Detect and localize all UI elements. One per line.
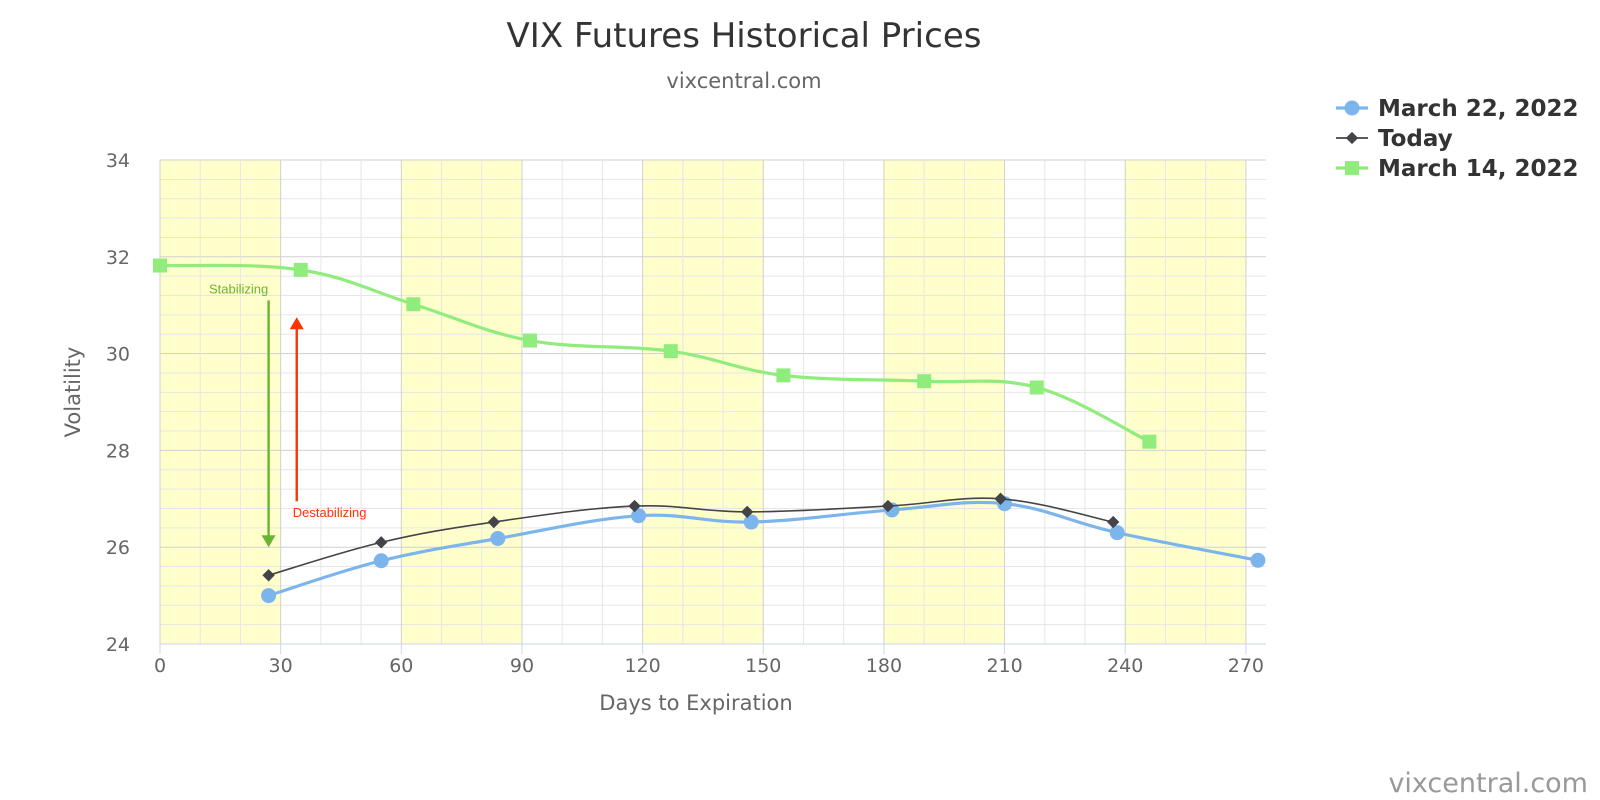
- y-tick-label: 30: [106, 344, 130, 366]
- data-point[interactable]: [631, 508, 647, 524]
- legend-marker[interactable]: [1344, 100, 1360, 116]
- x-band: [642, 160, 764, 644]
- legend-label: Today: [1378, 126, 1453, 152]
- legend-label: March 14, 2022: [1378, 156, 1579, 182]
- chart-credit[interactable]: vixcentral.com: [1388, 768, 1588, 799]
- annotation-label: Stabilizing: [209, 281, 268, 296]
- x-band: [883, 160, 1005, 644]
- data-point[interactable]: [663, 344, 678, 359]
- annotation-arrowhead: [261, 535, 276, 548]
- x-band: [160, 160, 281, 644]
- x-band: [1125, 160, 1246, 644]
- annotation-1: Destabilizing: [289, 317, 367, 520]
- annotation-layer: Stabilizing Destabilizing: [209, 281, 367, 548]
- legend-marker[interactable]: [1345, 131, 1359, 145]
- data-point[interactable]: [373, 553, 389, 569]
- data-point[interactable]: [1106, 515, 1120, 529]
- grid-layer: [159, 159, 1266, 645]
- y-tick-label: 28: [106, 440, 130, 462]
- legend-label: March 22, 2022: [1378, 96, 1579, 122]
- legend[interactable]: March 22, 2022 Today March 14, 2022: [1336, 96, 1579, 182]
- band-layer: [160, 160, 1246, 644]
- data-point[interactable]: [523, 333, 538, 348]
- series-1: [262, 492, 1120, 582]
- data-point[interactable]: [881, 499, 895, 513]
- x-tick-label: 180: [866, 655, 902, 677]
- data-point[interactable]: [1250, 552, 1266, 568]
- legend-item-2[interactable]: March 14, 2022: [1336, 156, 1579, 182]
- annotation-arrowhead: [289, 317, 304, 330]
- data-point[interactable]: [1109, 525, 1125, 541]
- data-point[interactable]: [994, 492, 1007, 505]
- x-tick-label: 60: [389, 655, 413, 677]
- x-tick-label: 120: [624, 655, 660, 677]
- series-2: [153, 258, 1157, 449]
- data-point[interactable]: [262, 569, 275, 582]
- x-tick-label: 150: [745, 655, 781, 677]
- annotation-label: Destabilizing: [293, 505, 367, 520]
- y-axis-title: Volatility: [61, 347, 85, 438]
- x-tick-label: 270: [1228, 655, 1264, 677]
- legend-marker[interactable]: [1345, 161, 1359, 175]
- series-line[interactable]: [268, 497, 1114, 577]
- data-point[interactable]: [743, 514, 759, 530]
- x-tick-label: 210: [986, 655, 1022, 677]
- chart-title: VIX Futures Historical Prices: [507, 16, 982, 56]
- data-point[interactable]: [741, 505, 754, 519]
- data-point[interactable]: [776, 368, 791, 383]
- data-point[interactable]: [917, 374, 932, 389]
- series-layer: [153, 258, 1266, 604]
- x-tick-label: 90: [510, 655, 534, 677]
- y-tick-label: 32: [106, 247, 130, 269]
- y-tick-label: 24: [106, 634, 130, 656]
- data-point[interactable]: [375, 536, 388, 549]
- data-point[interactable]: [1029, 380, 1044, 395]
- data-point[interactable]: [293, 262, 308, 277]
- y-tick-label: 34: [106, 150, 130, 172]
- x-axis-title: Days to Expiration: [599, 691, 792, 715]
- y-tick-label: 26: [106, 537, 130, 559]
- data-point[interactable]: [490, 530, 506, 546]
- x-tick-label: 240: [1107, 655, 1143, 677]
- x-tick-label: 0: [154, 655, 166, 677]
- legend-item-1[interactable]: Today: [1336, 126, 1453, 152]
- data-point[interactable]: [487, 515, 500, 529]
- data-point[interactable]: [406, 297, 421, 312]
- x-band: [401, 160, 522, 644]
- legend-item-0[interactable]: March 22, 2022: [1336, 96, 1579, 122]
- axis-layer: 0 30 60 90 120 150 180 210 240 270 24 26 28 30 32 34: [106, 150, 1266, 677]
- data-point[interactable]: [153, 258, 167, 273]
- chart-subtitle: vixcentral.com: [666, 69, 821, 93]
- annotation-0: Stabilizing: [209, 281, 276, 548]
- data-point[interactable]: [1142, 434, 1157, 449]
- data-point[interactable]: [261, 588, 277, 604]
- data-point[interactable]: [628, 499, 641, 513]
- x-tick-label: 30: [269, 655, 293, 677]
